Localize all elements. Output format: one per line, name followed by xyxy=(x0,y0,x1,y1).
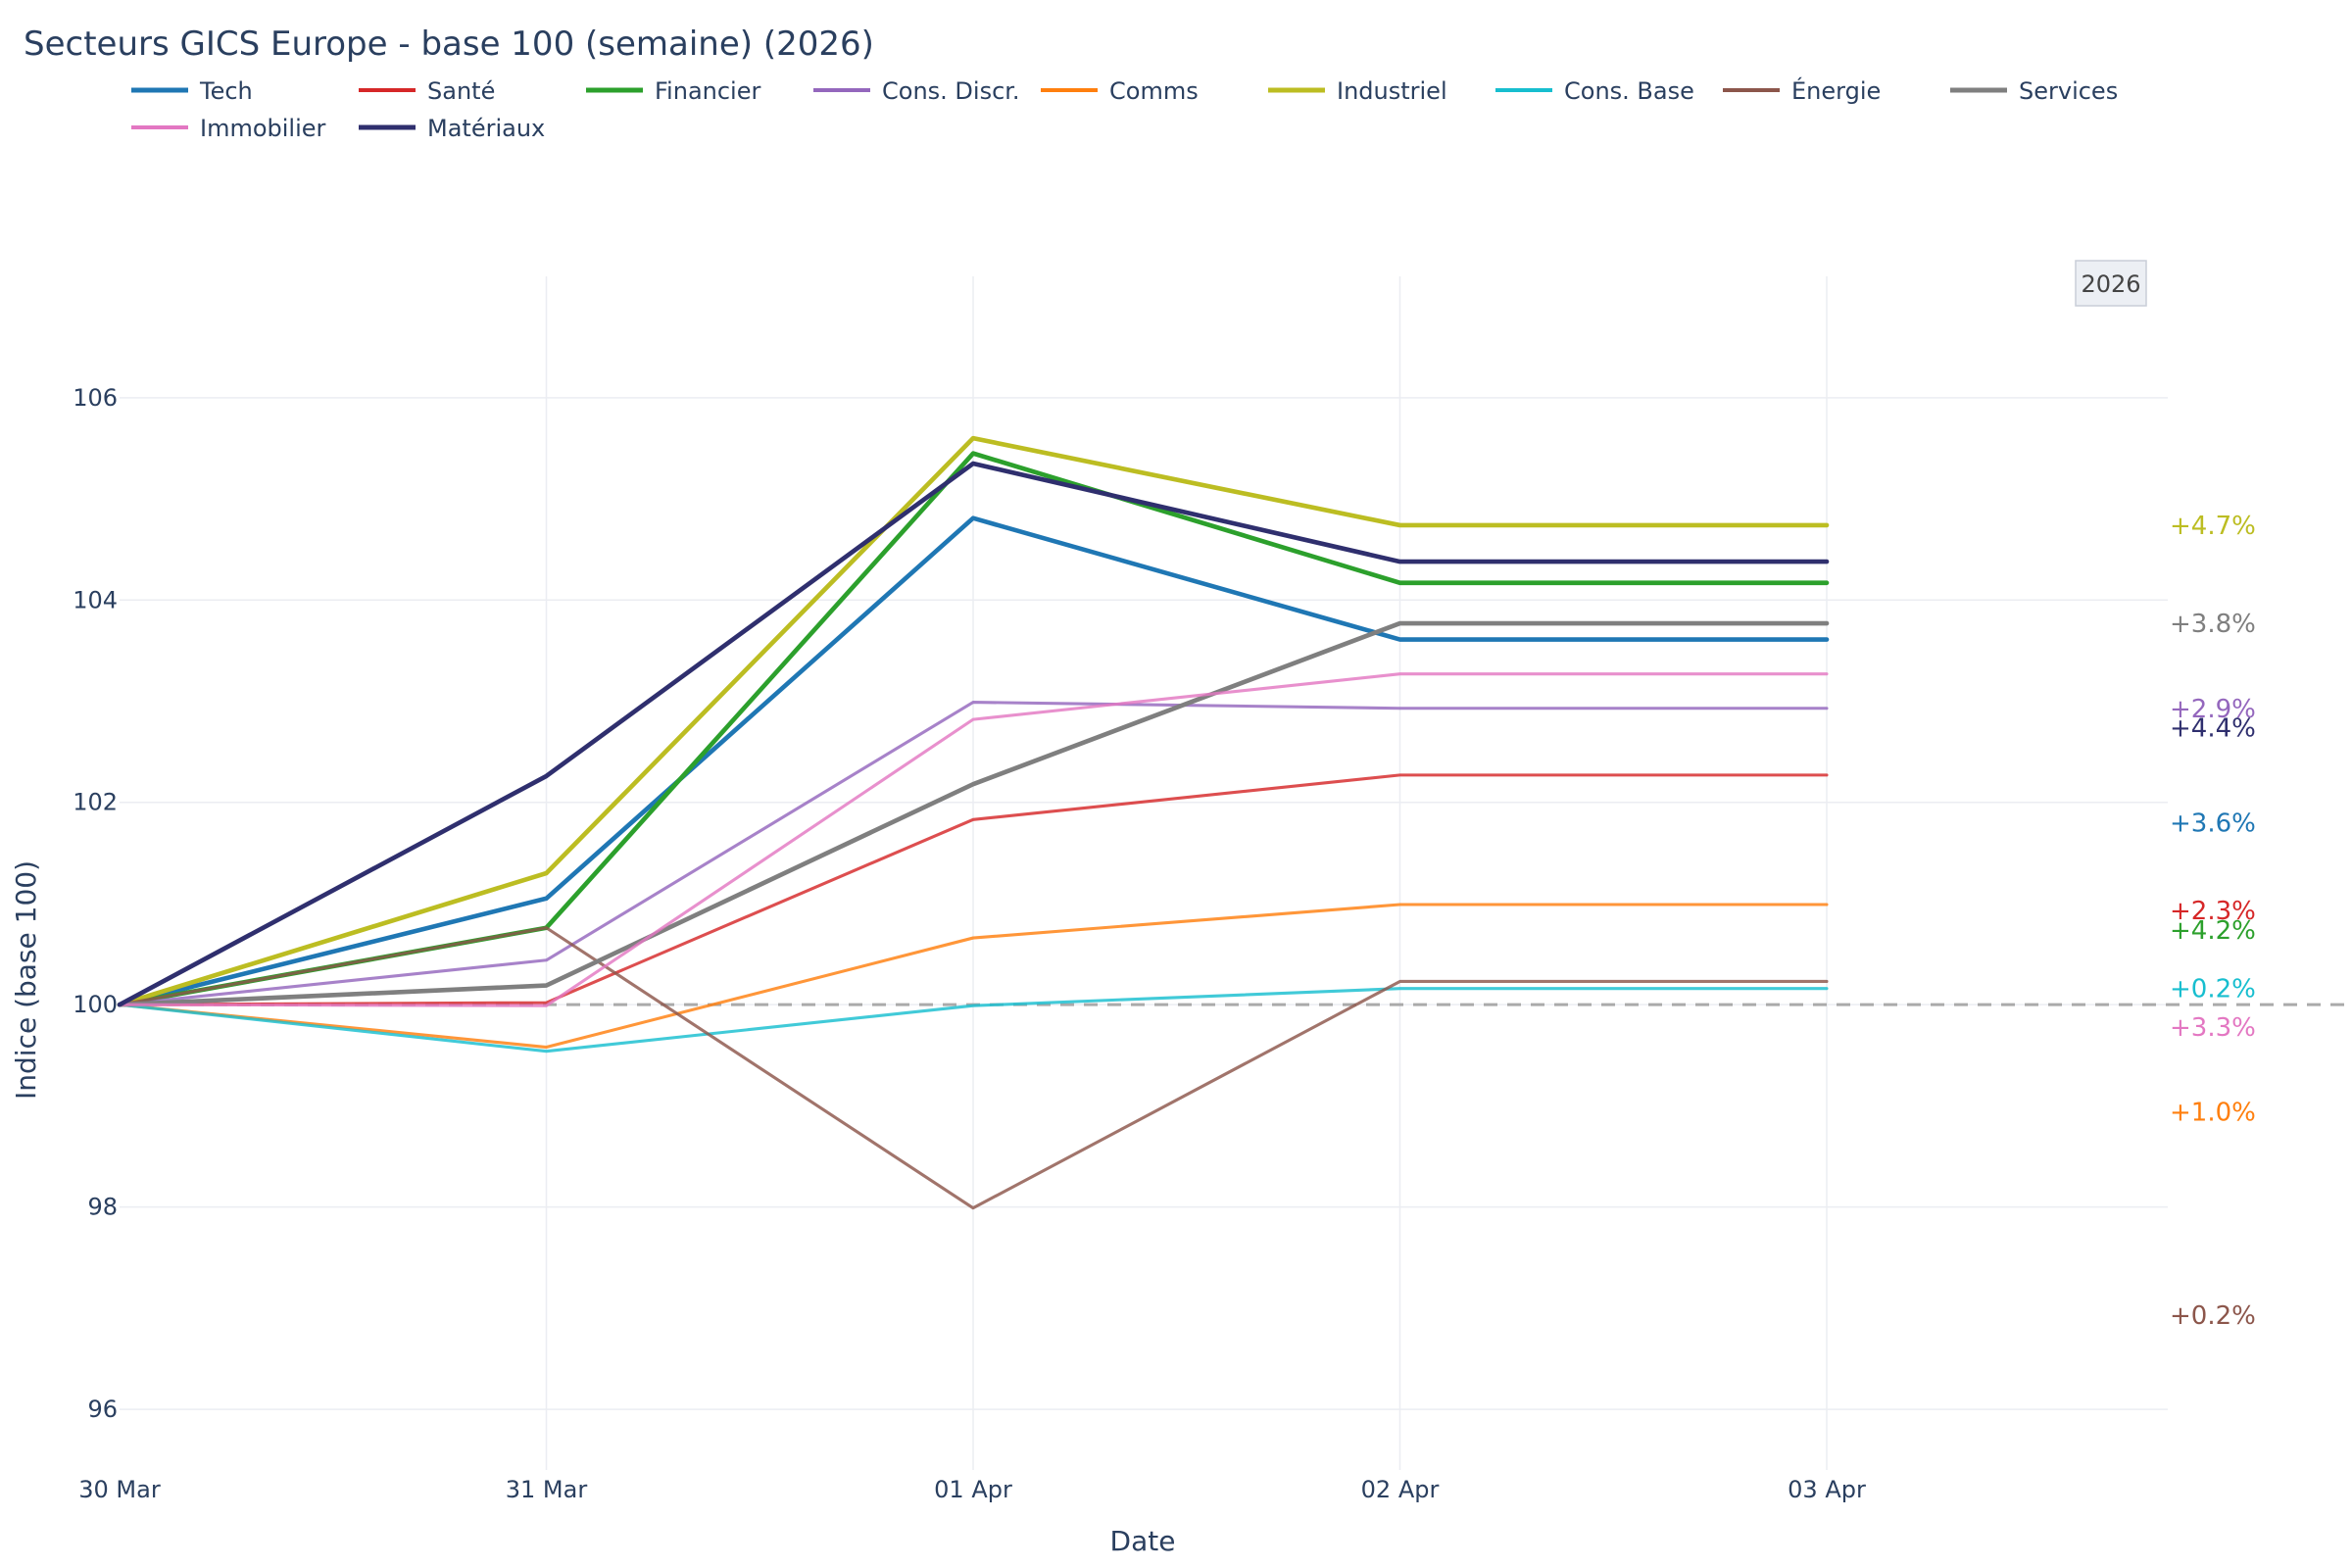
x-tick-label: 01 Apr xyxy=(934,1476,1012,1503)
end-label: +3.3% xyxy=(2170,1013,2256,1043)
legend-item[interactable]: Tech xyxy=(131,77,253,105)
series-line-sant- xyxy=(118,773,1829,1006)
legend-label: Tech xyxy=(199,77,253,105)
end-label: +3.6% xyxy=(2170,808,2256,838)
y-tick-label: 98 xyxy=(87,1194,118,1221)
series-lines xyxy=(117,435,1830,1210)
end-label: +2.3% xyxy=(2170,897,2256,926)
series-line-industriel xyxy=(117,435,1830,1007)
y-tick-label: 106 xyxy=(73,384,118,412)
end-labels: +3.6% +2.3%+4.2% +2.9% +1.0% +4.7% +0.2% +0.2%… xyxy=(2170,512,2256,1331)
year-badge-text: 2026 xyxy=(2081,270,2140,298)
end-label: +0.2% xyxy=(2170,1301,2256,1331)
legend-item[interactable]: Immobilier xyxy=(131,115,326,142)
series-line-mat-riaux xyxy=(117,461,1830,1007)
legend-item[interactable]: Matériaux xyxy=(359,115,545,142)
legend-label: Cons. Discr. xyxy=(882,77,1020,105)
series-line-comms xyxy=(118,903,1829,1050)
legend-item[interactable]: Services xyxy=(1950,77,2118,105)
series-line-immobilier xyxy=(118,672,1829,1007)
series-line--nergie xyxy=(118,926,1829,1210)
series-line-tech xyxy=(117,515,1830,1007)
legend-item[interactable]: Financier xyxy=(586,77,760,105)
legend-label: Matériaux xyxy=(427,115,545,142)
end-label: +3.8% xyxy=(2170,610,2256,639)
series-line-cons-discr- xyxy=(118,701,1829,1006)
x-tick-label: 30 Mar xyxy=(78,1476,161,1503)
legend-label: Cons. Base xyxy=(1564,77,1694,105)
end-label: +4.2% xyxy=(2170,916,2256,946)
end-label: +4.7% xyxy=(2170,512,2256,541)
x-tick-label: 31 Mar xyxy=(506,1476,588,1503)
y-tick-label: 100 xyxy=(73,991,118,1018)
legend[interactable]: Tech Santé Financier Cons. Discr. Comms Indus… xyxy=(131,76,2118,142)
grid xyxy=(120,276,2168,1470)
legend-label: Comms xyxy=(1109,77,1199,105)
y-tick-label: 102 xyxy=(73,789,118,816)
x-tick-label: 03 Apr xyxy=(1788,1476,1866,1503)
series-line-services xyxy=(117,620,1830,1007)
y-tick-label: 96 xyxy=(87,1396,118,1423)
end-label: +1.0% xyxy=(2170,1099,2256,1128)
legend-label: Financier xyxy=(655,77,760,105)
legend-item[interactable]: Santé xyxy=(359,77,495,105)
legend-label: Santé xyxy=(427,77,495,105)
legend-label: Énergie xyxy=(1791,76,1881,105)
legend-item[interactable]: Comms xyxy=(1041,77,1199,105)
legend-label: Services xyxy=(2019,77,2118,105)
legend-item[interactable]: Cons. Discr. xyxy=(813,77,1020,105)
end-label: +0.2% xyxy=(2170,975,2256,1004)
end-label: +2.9% xyxy=(2170,695,2256,724)
axes: 30 Mar 31 Mar 01 Apr 02 Apr 03 Apr 96 98 100 102… xyxy=(73,384,1866,1503)
legend-label: Industriel xyxy=(1337,77,1447,105)
legend-item[interactable]: Cons. Base xyxy=(1495,77,1694,105)
y-tick-label: 104 xyxy=(73,586,118,613)
legend-item[interactable]: Industriel xyxy=(1268,77,1447,105)
x-tick-label: 02 Apr xyxy=(1361,1476,1440,1503)
x-axis-title: Date xyxy=(1110,1525,1176,1557)
series-line-cons-base xyxy=(118,987,1829,1054)
year-badge: 2026 xyxy=(2075,260,2147,307)
legend-item[interactable]: Énergie xyxy=(1723,76,1881,105)
end-label: +4.4% xyxy=(2170,713,2256,743)
y-axis-title: Indice (base 100) xyxy=(10,860,42,1100)
chart-title: Secteurs GICS Europe - base 100 (semaine… xyxy=(24,24,874,64)
legend-label: Immobilier xyxy=(200,115,326,142)
